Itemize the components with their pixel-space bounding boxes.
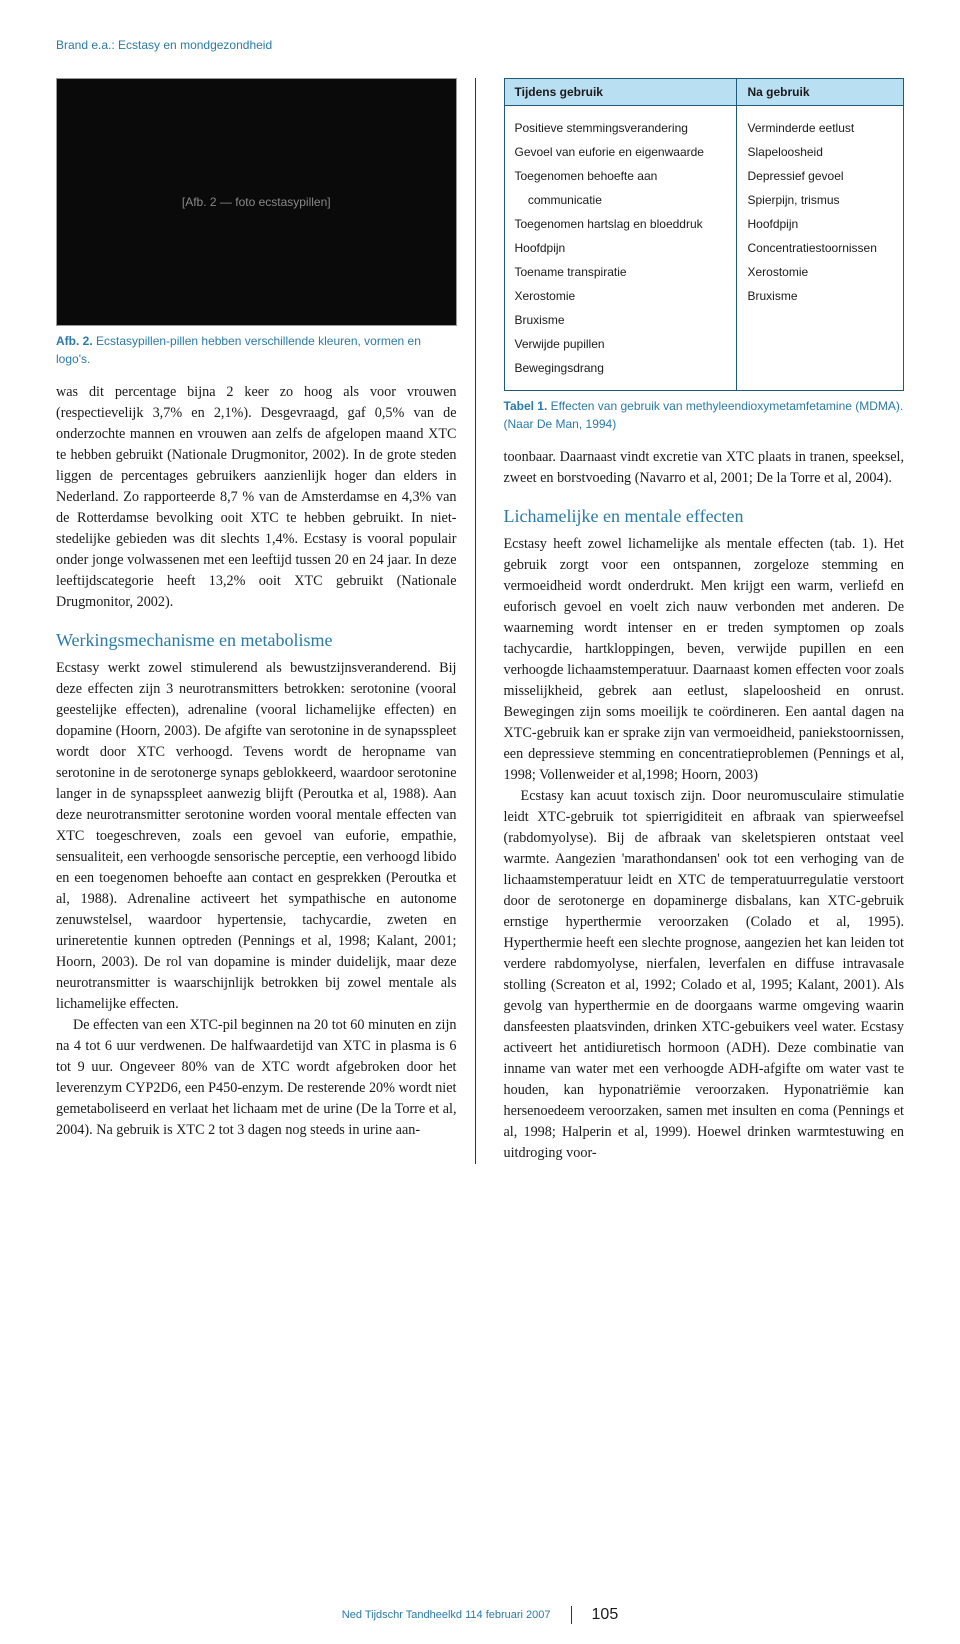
left-para-3: De effecten van een XTC-pil beginnen na … <box>56 1015 457 1141</box>
page-footer: Ned Tijdschr Tandheelkd 114 februari 200… <box>0 1606 960 1624</box>
right-para-2: Ecstasy heeft zowel lichamelijke als men… <box>504 534 905 786</box>
effects-table: Tijdens gebruik Na gebruik Positieve ste… <box>504 78 905 391</box>
figure-label: Afb. 2. <box>56 334 93 348</box>
left-para-1: was dit percentage bijna 2 keer zo hoog … <box>56 382 457 613</box>
section-heading-lichamelijke: Lichamelijke en mentale effecten <box>504 503 905 530</box>
right-column: Tijdens gebruik Na gebruik Positieve ste… <box>504 78 905 1164</box>
table-header-during: Tijdens gebruik <box>504 79 737 106</box>
table-caption-text: Effecten van gebruik van methyleendioxym… <box>504 399 904 431</box>
footer-journal: Ned Tijdschr Tandheelkd 114 februari 200… <box>342 1609 551 1621</box>
table-row: Positieve stemmingsverandering Gevoel va… <box>504 106 904 391</box>
table-cell-during: Positieve stemmingsverandering Gevoel va… <box>504 106 737 391</box>
right-para-1: toonbaar. Daarnaast vindt excretie van X… <box>504 447 905 489</box>
figure-2-image: [Afb. 2 — foto ecstasypillen] <box>56 78 457 326</box>
footer-page-number: 105 <box>592 1606 619 1624</box>
left-column: [Afb. 2 — foto ecstasypillen] Afb. 2. Ec… <box>56 78 476 1164</box>
two-column-layout: [Afb. 2 — foto ecstasypillen] Afb. 2. Ec… <box>56 78 904 1164</box>
table-header-after: Na gebruik <box>737 79 904 106</box>
right-para-3: Ecstasy kan acuut toxisch zijn. Door neu… <box>504 786 905 1164</box>
footer-divider <box>571 1606 572 1624</box>
right-body-text: toonbaar. Daarnaast vindt excretie van X… <box>504 447 905 1164</box>
left-para-2: Ecstasy werkt zowel stimulerend als bewu… <box>56 658 457 1015</box>
running-head: Brand e.a.: Ecstasy en mondgezondheid <box>56 38 904 52</box>
table-label: Tabel 1. <box>504 399 548 413</box>
table-cell-after: Verminderde eetlust Slapeloosheid Depres… <box>737 106 904 391</box>
figure-2-caption: Afb. 2. Ecstasypillen-pillen hebben vers… <box>56 332 457 368</box>
table-header-row: Tijdens gebruik Na gebruik <box>504 79 904 106</box>
section-heading-werkingsmechanisme: Werkingsmechanisme en metabolisme <box>56 627 457 654</box>
left-body-text: was dit percentage bijna 2 keer zo hoog … <box>56 382 457 1141</box>
figure-caption-text: Ecstasypillen-pillen hebben verschillend… <box>56 334 421 366</box>
table-1-caption: Tabel 1. Effecten van gebruik van methyl… <box>504 397 905 433</box>
